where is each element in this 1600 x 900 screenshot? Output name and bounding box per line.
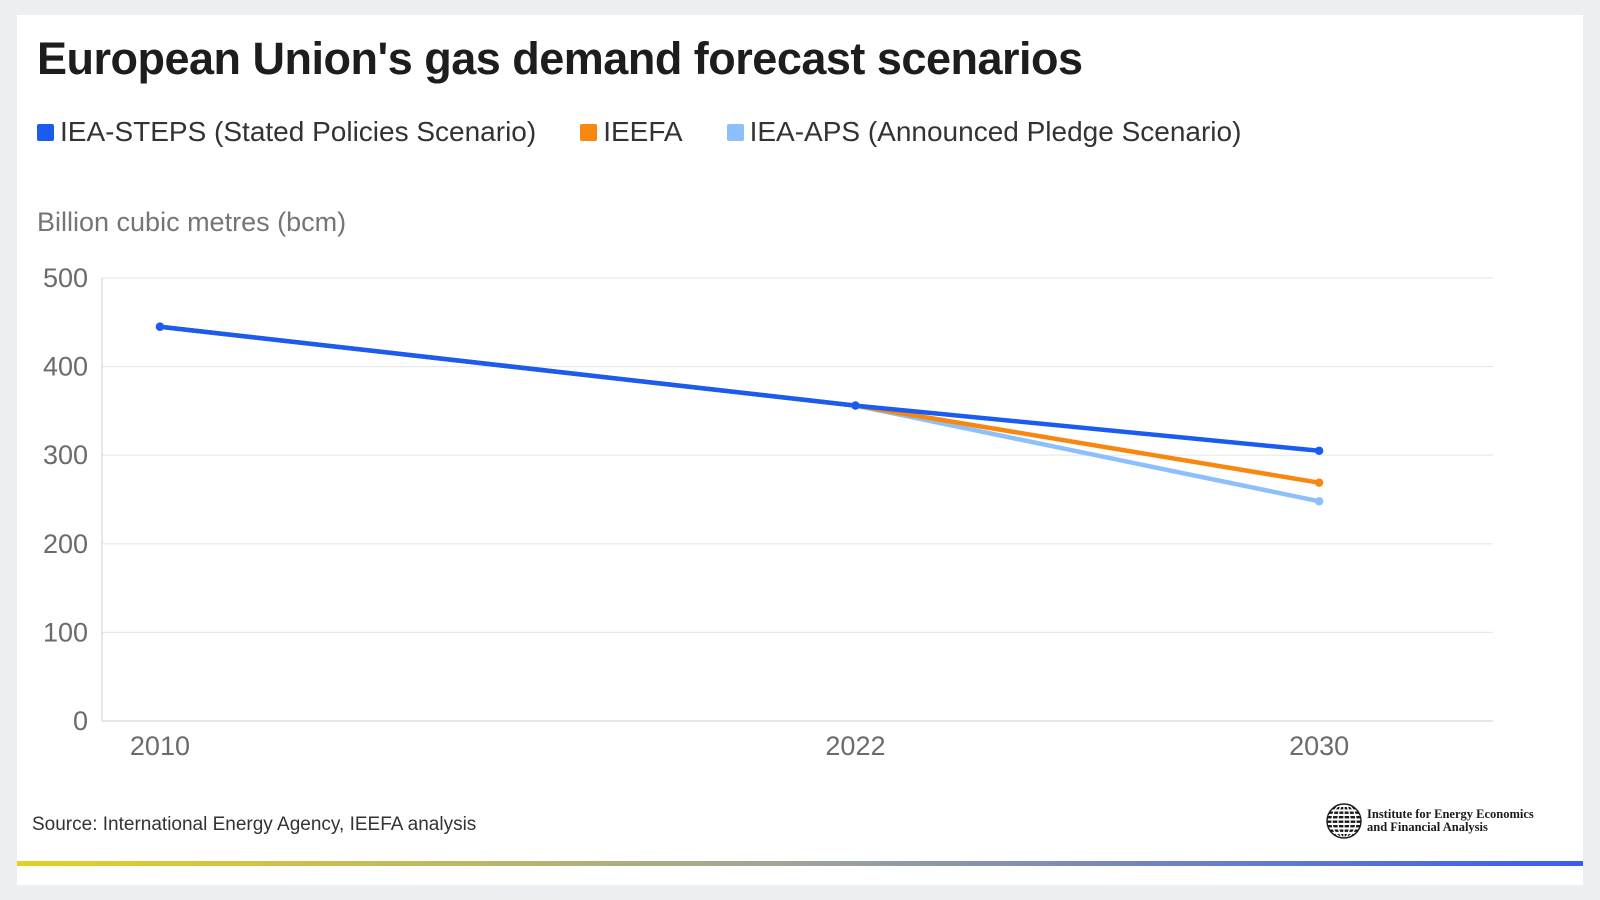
gridlines bbox=[102, 277, 1493, 722]
legend-swatch-iea-aps bbox=[726, 123, 744, 141]
data-point-s0-2022[interactable] bbox=[851, 401, 860, 410]
legend-item-ieefa[interactable]: IEEFA bbox=[580, 116, 683, 148]
logo-text: Institute for Energy Economics and Finan… bbox=[1367, 808, 1534, 834]
series-lines bbox=[157, 324, 1322, 504]
globe-icon bbox=[1326, 803, 1362, 839]
line-chart: 0 100 200 300 400 500 2010 2022 2030 bbox=[43, 263, 1493, 761]
data-point-s2-2030[interactable] bbox=[1314, 497, 1324, 506]
data-point-s0-2010[interactable] bbox=[155, 322, 165, 331]
bottom-accent-bar bbox=[17, 861, 1583, 866]
legend: IEA-STEPS (Stated Policies Scenario) IEE… bbox=[37, 116, 1285, 148]
logo-text-line-1: Institute for Energy Economics bbox=[1367, 807, 1534, 821]
chart-card: European Union's gas demand forecast sce… bbox=[17, 15, 1583, 885]
chart-title: European Union's gas demand forecast sce… bbox=[37, 33, 1083, 84]
y-tick-label-200: 200 bbox=[43, 529, 88, 559]
legend-label-iea-steps: IEA-STEPS (Stated Policies Scenario) bbox=[60, 116, 537, 147]
ieefa-logo: Institute for Energy Economics and Finan… bbox=[1325, 802, 1534, 840]
logo-text-line-2: and Financial Analysis bbox=[1367, 820, 1488, 834]
y-tick-label-400: 400 bbox=[43, 352, 88, 382]
legend-label-iea-aps: IEA-APS (Announced Pledge Scenario) bbox=[749, 116, 1242, 147]
legend-label-ieefa: IEEFA bbox=[603, 116, 683, 147]
axes: 0 100 200 300 400 500 2010 2022 2030 bbox=[43, 263, 1349, 761]
data-point-s1-2030[interactable] bbox=[1314, 478, 1324, 487]
y-tick-label-300: 300 bbox=[43, 440, 88, 470]
legend-item-iea-aps[interactable]: IEA-APS (Announced Pledge Scenario) bbox=[726, 116, 1242, 148]
data-point-s0-2030[interactable] bbox=[1314, 446, 1324, 455]
source-note: Source: International Energy Agency, IEE… bbox=[32, 814, 477, 835]
x-tick-label-2010: 2010 bbox=[130, 731, 190, 761]
y-tick-label-500: 500 bbox=[43, 263, 88, 293]
y-tick-label-0: 0 bbox=[73, 706, 88, 736]
legend-swatch-iea-steps bbox=[37, 123, 54, 141]
legend-swatch-ieefa bbox=[580, 123, 598, 141]
series-line-1 bbox=[157, 324, 1322, 485]
y-axis-label: Billion cubic metres (bcm) bbox=[37, 207, 347, 237]
series-line-0 bbox=[157, 324, 1322, 454]
data-points bbox=[155, 322, 1324, 506]
series-line-2 bbox=[157, 324, 1322, 504]
y-tick-label-100: 100 bbox=[43, 617, 88, 647]
x-tick-label-2030: 2030 bbox=[1289, 731, 1349, 761]
x-tick-label-2022: 2022 bbox=[825, 731, 885, 761]
legend-item-iea-steps[interactable]: IEA-STEPS (Stated Policies Scenario) bbox=[37, 116, 536, 148]
